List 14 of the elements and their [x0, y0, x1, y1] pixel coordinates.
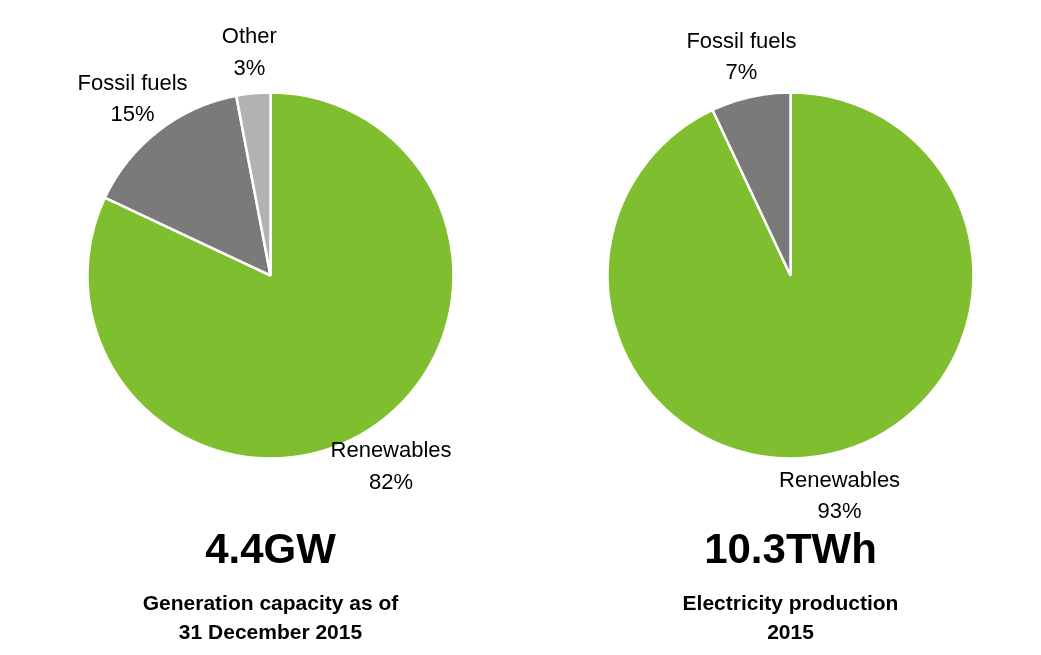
slice-label: Renewables [330, 437, 452, 463]
text: Electricity production 2015 [682, 590, 899, 644]
slice-label: Fossil fuels [77, 69, 188, 95]
data-label: 93% [817, 498, 862, 524]
data-label: 3% [233, 54, 266, 80]
data-label: 15% [110, 100, 155, 126]
text: Generation capacity as of 31 December 2015 [142, 590, 400, 644]
text: 10.3TWh [704, 525, 877, 572]
text: 4.4GW [205, 525, 337, 572]
data-label: 7% [725, 59, 758, 85]
slice-label: Other [221, 23, 277, 49]
slice-label: Renewables [779, 466, 901, 492]
slice-label: Fossil fuels [686, 27, 797, 53]
data-label: 82% [369, 468, 414, 494]
